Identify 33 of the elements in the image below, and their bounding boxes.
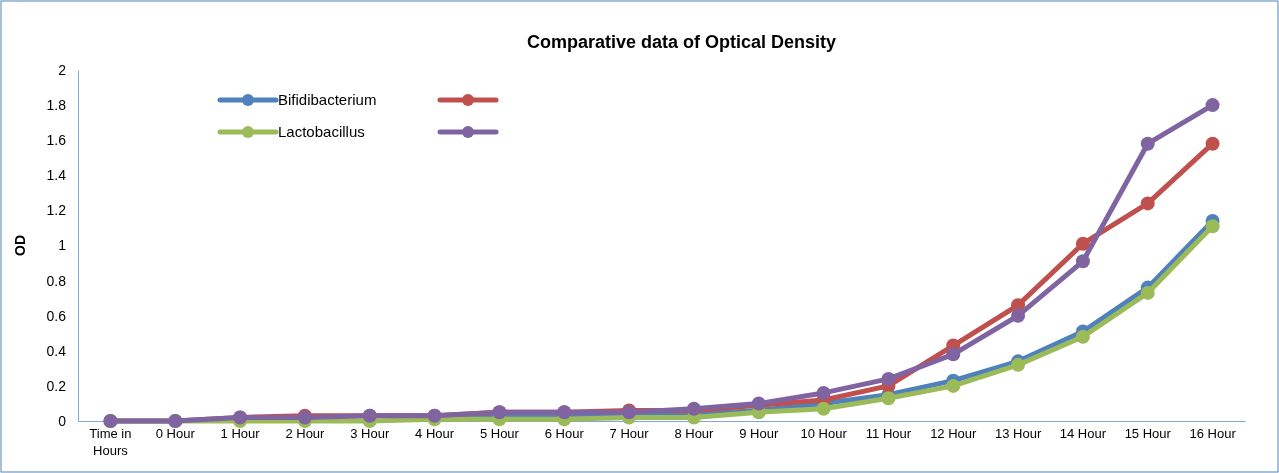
y-tick-label: 0.4 (46, 342, 67, 359)
x-tick-label: 3 Hour (350, 426, 390, 442)
x-tick-label: 2 Hour (285, 426, 326, 442)
x-tick-label: 16 Hour (1189, 426, 1237, 442)
x-tick-label: 11 Hour (865, 426, 912, 442)
x-tick-label: 14 Hour (1059, 426, 1107, 442)
x-tick-label: 8 Hour (674, 426, 715, 442)
y-tick-label: 0.8 (46, 272, 67, 289)
chart-title: Comparative data of Optical Density (526, 32, 837, 52)
y-tick-label: 1.2 (46, 202, 67, 219)
x-tick-label: 10 Hour (800, 426, 848, 442)
y-tick-label: 0 (58, 412, 67, 429)
y-tick-label: 1.4 (46, 167, 67, 184)
legend-label: Bifidibacterium (278, 91, 377, 108)
x-tick-label: Time in Hours (89, 426, 132, 459)
x-tick-label: 0 Hour (155, 426, 196, 442)
x-tick-label: 15 Hour (1124, 426, 1172, 442)
x-tick-label: 1 Hour (220, 426, 261, 442)
x-tick-label: 6 Hour (544, 426, 585, 442)
x-tick-label: 5 Hour (479, 426, 520, 442)
x-tick-label: 9 Hour (739, 426, 779, 442)
x-tick-label: 7 Hour (609, 426, 650, 442)
y-tick-label: 0.2 (46, 377, 67, 394)
y-tick-label: 1 (58, 237, 67, 254)
y-tick-label: 2 (58, 61, 67, 78)
y-tick-label: 1.6 (46, 132, 67, 149)
legend-label: Lactobacillus (278, 123, 365, 140)
y-tick-label: 1.8 (46, 97, 67, 114)
x-tick-label: 12 Hour (930, 426, 978, 442)
y-axis-title: OD (12, 235, 28, 256)
x-tick-label: 4 Hour (415, 426, 455, 442)
x-tick-label: 13 Hour (994, 426, 1042, 442)
y-tick-label: 0.6 (46, 307, 67, 324)
